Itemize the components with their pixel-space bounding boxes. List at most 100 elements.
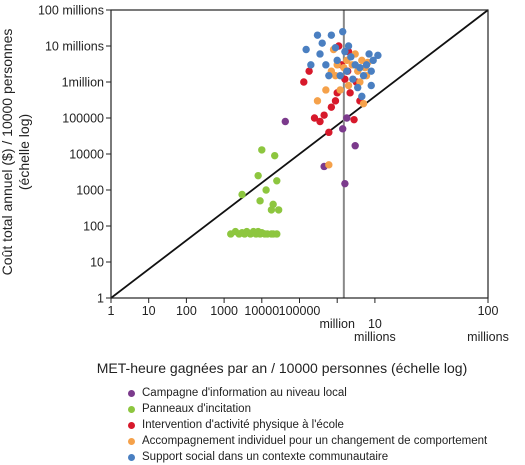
legend-label: Support social dans un contexte communau… (142, 451, 389, 463)
y-axis-ticks: 1 10 100 1000 10000 100000 1million 10 millions… (38, 4, 111, 306)
y-tick-label: 1million (62, 76, 104, 90)
data-point-series-0 (339, 125, 347, 133)
x-tick-label: millions (354, 330, 396, 344)
data-point-series-4 (367, 67, 375, 75)
x-tick-label: 100 (176, 304, 197, 318)
data-point-series-2 (320, 111, 328, 119)
data-point-series-4 (327, 31, 336, 39)
y-tick-label: 10 (90, 256, 104, 270)
data-point-series-4 (339, 27, 347, 36)
data-point-series-2 (346, 89, 354, 97)
data-point-series-0 (351, 142, 359, 150)
legend-item-campagne: Campagne d'information au niveau local (128, 385, 487, 401)
data-point-series-4 (341, 47, 349, 56)
data-point-series-3 (356, 78, 364, 86)
data-point-series-4 (365, 50, 373, 58)
x-tick-label: 10000 (244, 304, 279, 318)
legend-label: Campagne d'information au niveau local (142, 387, 347, 399)
legend-item-support: Support social dans un contexte communau… (128, 449, 487, 465)
data-point-series-1 (238, 190, 246, 199)
data-point-series-2 (327, 103, 336, 111)
data-point-series-4 (347, 53, 355, 61)
data-point-series-1 (273, 177, 281, 185)
data-point-series-2 (350, 115, 358, 124)
data-point-series-4 (307, 61, 315, 69)
y-tick-label: 100000 (62, 112, 104, 126)
data-points (227, 27, 382, 238)
data-point-series-1 (269, 200, 277, 209)
x-tick-label: 1 (108, 304, 115, 318)
data-point-series-4 (367, 81, 375, 90)
plot-frame (110, 9, 489, 299)
data-point-series-1 (274, 206, 283, 214)
data-point-series-3 (322, 86, 330, 94)
legend-swatch (128, 437, 135, 445)
data-point-series-4 (369, 56, 377, 65)
diagonal-line (110, 9, 489, 299)
legend-item-accompagnement: Accompagnement individuel pour un change… (128, 433, 487, 449)
data-point-series-4 (349, 75, 357, 83)
data-point-series-4 (336, 71, 344, 80)
data-point-series-4 (354, 83, 362, 92)
legend-label: Accompagnement individuel pour un change… (142, 435, 488, 447)
legend-item-panneaux: Panneaux d'incitation (128, 401, 487, 417)
data-point-series-4 (302, 45, 310, 54)
y-tick-label: 100 millions (38, 4, 104, 18)
x-tick-label: million (319, 317, 354, 331)
y-tick-label: 100 (83, 220, 104, 234)
data-point-series-0 (343, 114, 351, 122)
x-tick-label: 10 (142, 304, 156, 318)
data-point-series-3 (313, 97, 322, 105)
data-point-series-2 (316, 117, 324, 126)
x-tick-label: 100000 (279, 304, 321, 318)
data-point-series-4 (333, 56, 341, 65)
reference-lines (110, 9, 489, 299)
y-tick-label: 10000 (69, 148, 104, 162)
data-point-series-3 (358, 56, 366, 65)
x-axis-title: MET-heure gagnées par an / 10000 personn… (97, 360, 467, 376)
legend-label: Intervention d'activité physique à l'éco… (142, 419, 344, 431)
data-point-series-4 (343, 67, 351, 75)
data-point-series-2 (331, 97, 340, 105)
legend-swatch (128, 453, 135, 461)
y-tick-label: 1000 (76, 184, 104, 198)
data-point-series-3 (325, 161, 333, 169)
y-axis-title-line1: Coût total annuel ($) / 10000 personnes (0, 29, 15, 276)
legend-item-ecole: Intervention d'activité physique à l'éco… (128, 417, 487, 433)
legend-swatch (128, 389, 135, 397)
data-point-series-4 (344, 42, 353, 50)
data-point-series-4 (331, 43, 340, 52)
data-point-series-3 (344, 81, 353, 90)
y-axis-title-line2: (échelle log) (16, 114, 32, 190)
data-point-series-1 (271, 151, 279, 160)
data-point-series-1 (254, 171, 262, 180)
x-tick-label: millions (467, 330, 509, 344)
data-point-series-4 (356, 63, 364, 72)
x-tick-label: 100 (478, 304, 499, 318)
y-tick-label: 1 (97, 292, 104, 306)
data-point-series-1 (267, 206, 276, 214)
data-point-series-4 (322, 61, 330, 69)
data-point-series-4 (318, 39, 326, 47)
data-point-series-2 (300, 78, 308, 86)
legend-label: Panneaux d'incitation (142, 403, 251, 415)
data-point-series-4 (374, 51, 382, 60)
legend: Campagne d'information au niveau local P… (128, 385, 487, 465)
data-point-series-1 (258, 146, 266, 154)
data-point-series-0 (341, 179, 349, 188)
data-point-series-3 (359, 99, 368, 108)
x-tick-label: 10 (368, 317, 382, 331)
data-point-series-2 (305, 67, 313, 75)
data-point-series-2 (325, 128, 333, 137)
x-tick-label: 1000 (210, 304, 238, 318)
legend-swatch (128, 405, 135, 413)
data-point-series-1 (273, 230, 281, 238)
data-point-series-2 (310, 114, 319, 122)
legend-swatch (128, 421, 135, 429)
data-point-series-4 (359, 71, 368, 80)
data-point-series-3 (336, 86, 344, 94)
data-point-series-1 (262, 186, 270, 194)
data-point-series-4 (362, 61, 371, 69)
